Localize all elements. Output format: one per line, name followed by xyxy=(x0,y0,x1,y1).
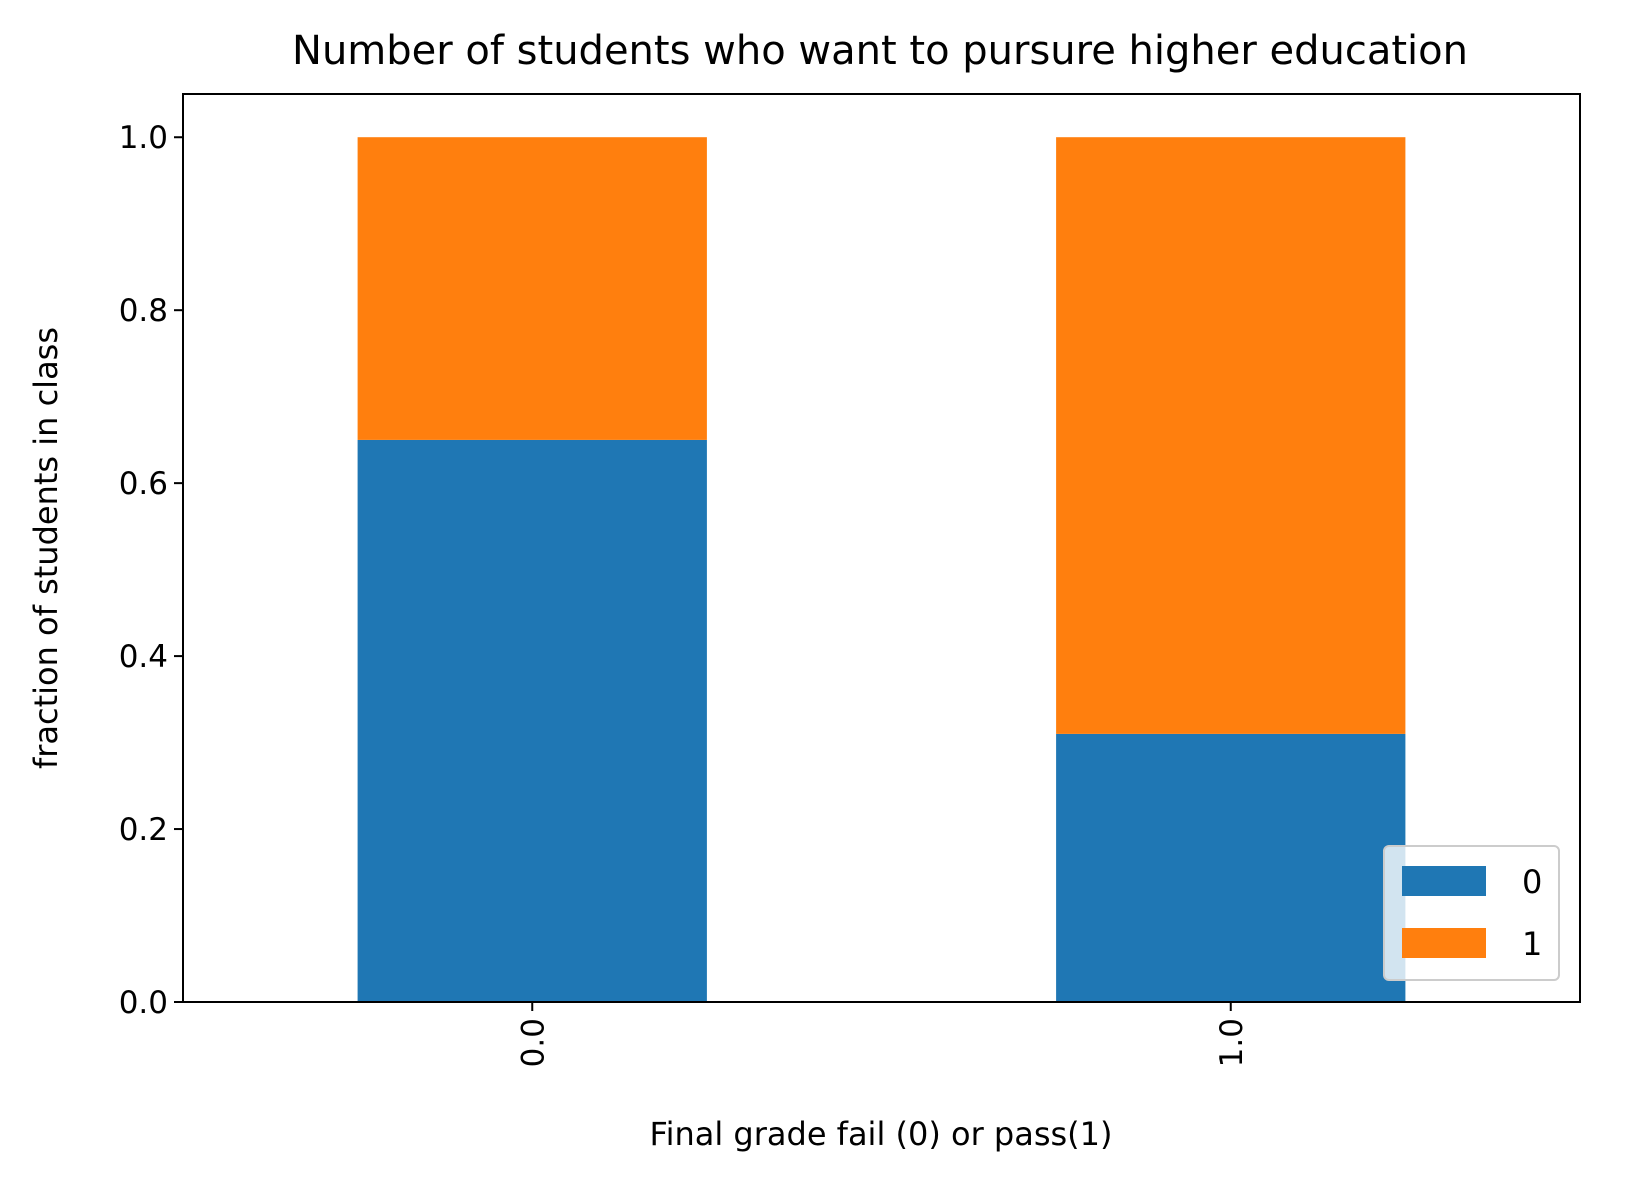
legend: 01 xyxy=(1383,845,1560,981)
y-tick-label: 0.0 xyxy=(119,985,168,1021)
legend-swatch-1 xyxy=(1402,928,1486,958)
plot-frame xyxy=(182,93,1581,1003)
x-tick-label: 0.0 xyxy=(515,1018,551,1067)
y-tick-label: 1.0 xyxy=(119,120,168,156)
y-tick-label: 0.4 xyxy=(119,639,168,675)
bars-group xyxy=(357,137,1406,1002)
chart-title: Number of students who want to pursure h… xyxy=(292,28,1468,74)
y-tick-label: 0.2 xyxy=(119,812,168,848)
bar-1.0-series-1 xyxy=(1056,137,1406,734)
bar-1.0-series-0 xyxy=(1056,733,1406,1002)
y-axis-ticks: 0.0 0.2 0.4 0.6 0.8 1.0 xyxy=(119,120,183,1021)
plot-area: 0.0 0.2 0.4 0.6 0.8 1.0 0.0 1.0 xyxy=(119,93,1581,1067)
x-tick-label: 1.0 xyxy=(1214,1018,1250,1067)
x-axis-label: Final grade fail (0) or pass(1) xyxy=(650,1115,1113,1153)
y-axis-label: fraction of students in class xyxy=(27,327,65,769)
x-axis-ticks: 0.0 1.0 xyxy=(515,1002,1250,1067)
legend-label-0: 0 xyxy=(1522,863,1542,901)
y-tick-label: 0.6 xyxy=(119,466,168,502)
bar-0.0-series-0 xyxy=(357,439,707,1002)
y-tick-label: 0.8 xyxy=(119,293,168,329)
legend-label-1: 1 xyxy=(1522,925,1542,963)
bar-0.0-series-1 xyxy=(357,137,707,440)
legend-swatch-0 xyxy=(1402,866,1486,896)
